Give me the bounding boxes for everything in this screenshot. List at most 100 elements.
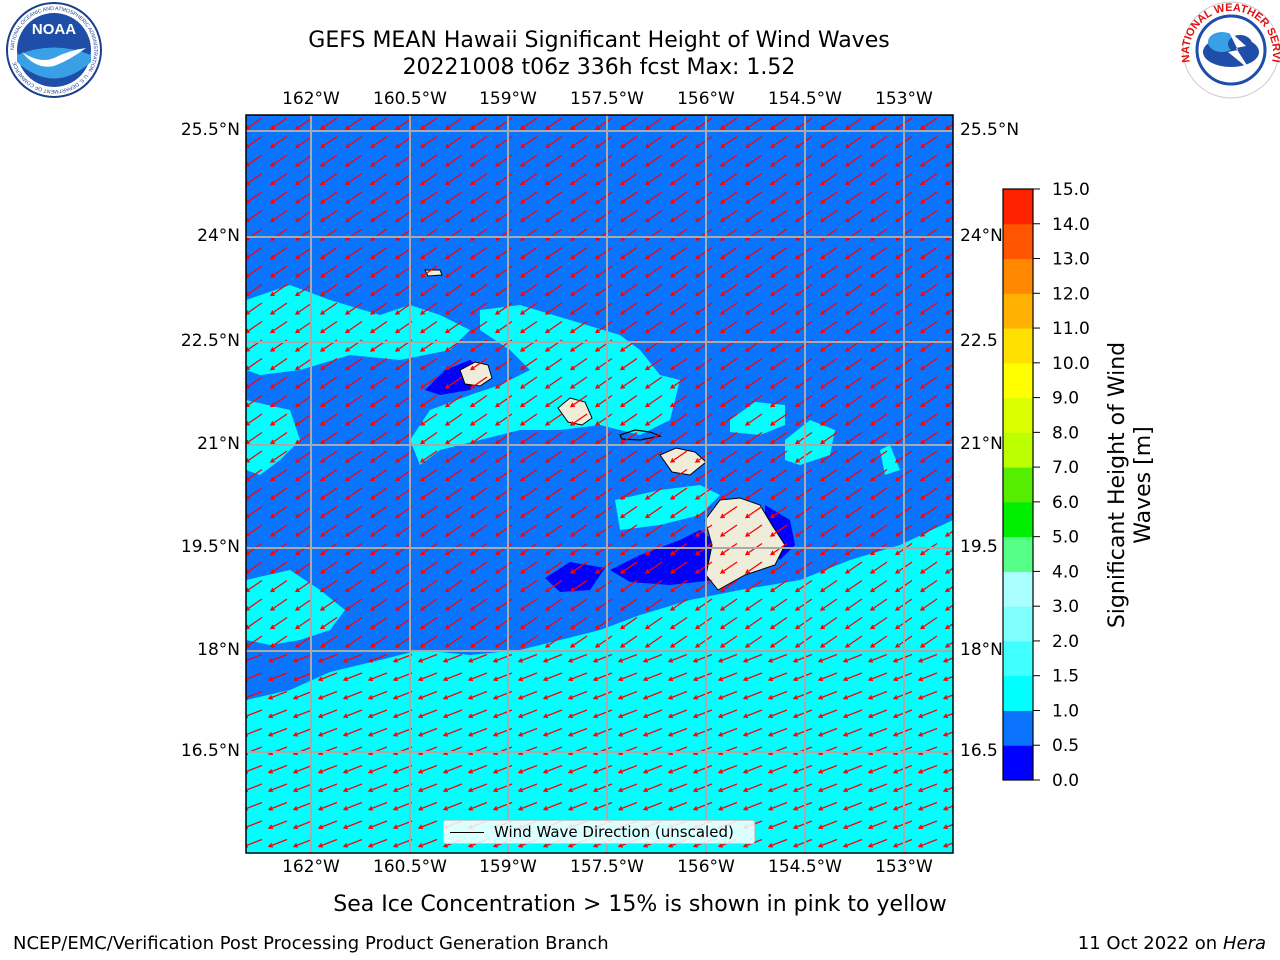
wave-arrow (494, 246, 513, 260)
wave-arrow (917, 838, 938, 848)
wave-arrow (294, 579, 313, 593)
wave-arrow (692, 783, 713, 793)
wave-arrow (342, 672, 363, 682)
wave-arrow (869, 283, 888, 297)
wave-arrow (469, 524, 488, 537)
wave-arrow (246, 357, 263, 371)
wave-arrow (444, 357, 463, 371)
wave-arrow (619, 616, 638, 630)
lon-tick-bottom: 160.5°W (373, 857, 447, 877)
wave-arrow (919, 283, 938, 297)
wave-arrow (544, 209, 563, 223)
wave-arrow (869, 487, 888, 500)
wave-arrow (819, 505, 838, 519)
wave-arrow (344, 265, 363, 278)
wave-arrow (542, 764, 563, 774)
wave-arrow (569, 135, 588, 149)
wave-arrow (744, 616, 763, 630)
wave-arrow (594, 616, 613, 630)
wave-arrow (844, 117, 863, 130)
wave-arrow (744, 246, 763, 260)
wave-arrow (644, 357, 663, 371)
wave-arrow (417, 653, 438, 663)
wave-arrow (694, 598, 713, 611)
wave-arrow (594, 246, 613, 260)
wave-arrow (819, 172, 838, 186)
wave-arrow (419, 117, 438, 130)
wave-arrow (644, 394, 663, 408)
wave-arrow (719, 302, 738, 315)
map-subtitle: 20221008 t06z 336h fcst Max: 1.52 (402, 55, 796, 80)
wave-arrow (294, 376, 313, 389)
wave-arrow (744, 431, 763, 445)
lon-tick-bottom: 156°W (677, 857, 735, 877)
lon-tick-bottom: 162°W (282, 857, 340, 877)
wave-arrow (919, 135, 938, 149)
wave-arrow (767, 709, 788, 719)
wave-arrow (542, 727, 563, 737)
map-title: GEFS MEAN Hawaii Significant Height of W… (308, 28, 890, 53)
wave-arrow (469, 635, 488, 648)
wave-arrow (519, 394, 538, 408)
wave-arrow (744, 135, 763, 149)
wave-arrow (694, 154, 713, 167)
wave-arrow (494, 431, 513, 445)
wave-arrow (319, 265, 338, 278)
wave-arrow (792, 801, 813, 811)
wave-arrow (792, 709, 813, 719)
wave-arrow (269, 172, 288, 186)
wave-arrow (319, 616, 338, 630)
wave-arrow (292, 783, 313, 793)
wave-arrow (867, 801, 888, 811)
wave-arrow (719, 561, 738, 574)
wave-arrow (644, 209, 663, 223)
wave-arrow (369, 616, 388, 630)
wave-arrow (367, 709, 388, 719)
wave-arrow (294, 468, 313, 482)
wave-arrow (594, 487, 613, 500)
wave-arrow (769, 635, 788, 648)
wave-arrow (594, 283, 613, 297)
wave-arrow (742, 727, 763, 737)
wave-arrow (719, 320, 738, 334)
wave-arrow (246, 376, 263, 389)
wave-arrow (669, 561, 688, 574)
wave-arrow (719, 505, 738, 519)
wave-arrow (469, 561, 488, 574)
wave-arrow (594, 579, 613, 593)
wave-arrow (844, 505, 863, 519)
wave-arrow (744, 357, 763, 371)
wave-arrow (669, 635, 688, 648)
wave-arrow (644, 561, 663, 574)
wave-arrow (819, 191, 838, 204)
wave-arrow (844, 246, 863, 260)
wave-arrow (619, 320, 638, 334)
wave-arrow (494, 635, 513, 648)
wave-arrow (519, 191, 538, 204)
wave-arrow (369, 172, 388, 186)
wave-arrow (942, 694, 953, 700)
wave-arrow (869, 505, 888, 519)
wave-arrow (594, 635, 613, 648)
colorbar-frame (1002, 188, 1034, 781)
wave-arrow (469, 487, 488, 500)
wave-arrow (542, 801, 563, 811)
wave-arrow (469, 172, 488, 186)
wave-arrow (319, 135, 338, 149)
wave-arrow (519, 283, 538, 297)
wave-arrow (344, 616, 363, 630)
wave-arrow (246, 117, 263, 130)
wave-arrow (869, 191, 888, 204)
wave-arrow (594, 191, 613, 204)
wave-arrow (569, 524, 588, 537)
wave-arrow (369, 505, 388, 519)
wave-arrow (919, 487, 938, 500)
lat-tick-left: 24°N (197, 226, 240, 246)
wave-arrow (769, 431, 788, 445)
wave-arrow (519, 616, 538, 630)
wave-arrow (542, 672, 563, 682)
wave-arrow (844, 302, 863, 315)
wave-arrow (817, 672, 838, 682)
lat-tick-right: 25.5°N (960, 120, 1020, 140)
wave-arrow (594, 450, 613, 463)
